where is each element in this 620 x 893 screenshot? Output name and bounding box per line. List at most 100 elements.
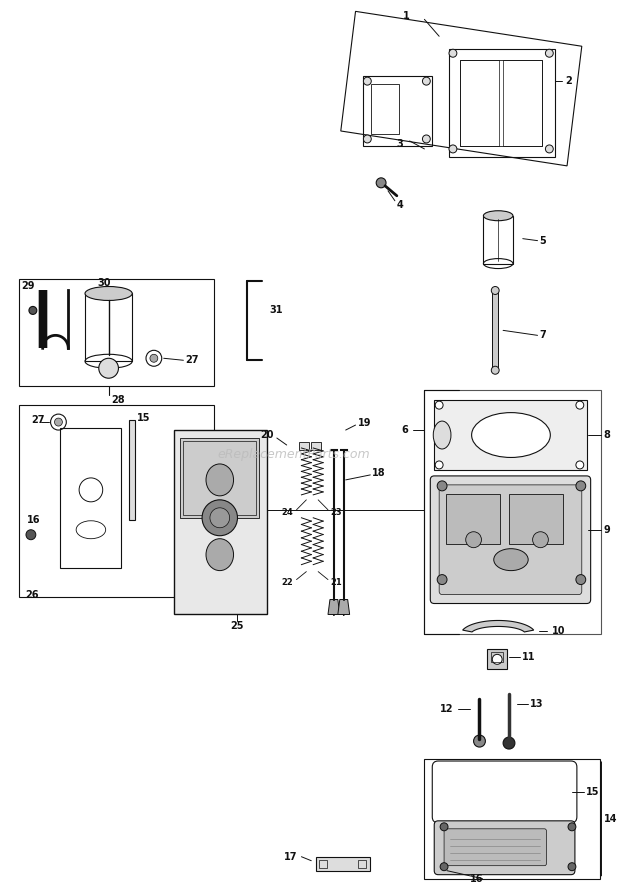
Circle shape xyxy=(26,530,36,539)
Text: 21: 21 xyxy=(330,578,342,587)
Bar xyxy=(425,759,600,879)
Text: 7: 7 xyxy=(539,330,546,340)
Bar xyxy=(130,420,135,520)
Ellipse shape xyxy=(206,464,234,496)
Ellipse shape xyxy=(484,211,513,221)
Text: 5: 5 xyxy=(539,236,546,246)
Circle shape xyxy=(440,822,448,830)
Circle shape xyxy=(576,461,584,469)
Text: 17: 17 xyxy=(284,852,298,862)
FancyArrowPatch shape xyxy=(332,602,336,615)
Bar xyxy=(503,60,542,146)
Polygon shape xyxy=(463,621,534,632)
Bar xyxy=(363,76,432,146)
Text: 14: 14 xyxy=(603,814,617,824)
Circle shape xyxy=(533,531,548,547)
Circle shape xyxy=(576,574,586,585)
Bar xyxy=(371,84,399,134)
Circle shape xyxy=(202,500,237,536)
Circle shape xyxy=(363,77,371,85)
Bar xyxy=(19,405,214,597)
Polygon shape xyxy=(328,599,340,614)
Text: 10: 10 xyxy=(552,626,566,637)
Circle shape xyxy=(440,863,448,871)
Text: 13: 13 xyxy=(529,699,543,709)
Text: eReplacementParts.com: eReplacementParts.com xyxy=(218,448,370,462)
Circle shape xyxy=(492,655,502,664)
Text: 15: 15 xyxy=(586,787,600,797)
Circle shape xyxy=(466,531,482,547)
Circle shape xyxy=(568,822,576,830)
Bar xyxy=(460,60,499,146)
Circle shape xyxy=(568,863,576,871)
Polygon shape xyxy=(338,599,350,614)
Ellipse shape xyxy=(206,538,234,571)
Bar xyxy=(19,279,214,386)
Circle shape xyxy=(503,737,515,749)
Bar xyxy=(299,442,309,450)
Bar xyxy=(316,856,370,871)
Circle shape xyxy=(376,178,386,188)
Text: 27: 27 xyxy=(185,355,199,365)
Circle shape xyxy=(363,135,371,143)
Bar xyxy=(449,49,556,157)
Bar xyxy=(446,494,500,544)
Text: 28: 28 xyxy=(112,395,125,405)
Bar xyxy=(311,442,321,450)
Circle shape xyxy=(449,145,457,153)
Text: 26: 26 xyxy=(25,589,38,599)
FancyBboxPatch shape xyxy=(439,485,582,595)
Text: 23: 23 xyxy=(330,508,342,517)
FancyArrowPatch shape xyxy=(342,602,346,615)
Text: 2: 2 xyxy=(565,76,572,86)
Circle shape xyxy=(491,366,499,374)
Text: 6: 6 xyxy=(401,425,408,435)
Circle shape xyxy=(435,401,443,409)
Bar xyxy=(460,60,542,146)
Circle shape xyxy=(29,306,37,314)
Text: 16: 16 xyxy=(470,873,483,884)
Bar xyxy=(60,428,122,568)
Bar xyxy=(149,420,375,614)
Text: 18: 18 xyxy=(372,468,386,478)
Bar xyxy=(492,290,498,371)
Bar xyxy=(180,438,259,518)
Ellipse shape xyxy=(85,287,132,300)
Text: 4: 4 xyxy=(397,200,404,210)
Circle shape xyxy=(576,481,586,491)
Bar xyxy=(509,494,563,544)
Ellipse shape xyxy=(433,421,451,449)
FancyBboxPatch shape xyxy=(434,821,575,874)
Text: 25: 25 xyxy=(231,622,244,631)
Circle shape xyxy=(437,574,447,585)
Circle shape xyxy=(474,735,485,747)
Bar xyxy=(85,294,132,362)
Bar xyxy=(319,860,327,868)
Text: 22: 22 xyxy=(282,578,293,587)
Ellipse shape xyxy=(472,413,551,457)
Text: 24: 24 xyxy=(282,508,293,517)
Bar xyxy=(425,390,601,634)
Circle shape xyxy=(576,401,584,409)
Circle shape xyxy=(99,358,118,379)
Bar xyxy=(487,649,507,670)
Bar xyxy=(491,653,503,663)
Bar xyxy=(434,400,587,470)
Circle shape xyxy=(422,135,430,143)
Text: 8: 8 xyxy=(603,430,610,440)
Circle shape xyxy=(449,49,457,57)
Text: 9: 9 xyxy=(603,525,610,535)
Bar xyxy=(184,441,256,514)
Text: 29: 29 xyxy=(21,280,35,290)
Bar xyxy=(358,860,366,868)
Bar xyxy=(174,430,267,614)
FancyBboxPatch shape xyxy=(444,829,546,865)
Circle shape xyxy=(437,481,447,491)
Text: 15: 15 xyxy=(137,413,151,423)
Text: 3: 3 xyxy=(396,139,403,149)
Text: 11: 11 xyxy=(522,653,535,663)
Circle shape xyxy=(546,49,553,57)
Circle shape xyxy=(422,77,430,85)
Text: 30: 30 xyxy=(98,278,112,288)
Circle shape xyxy=(435,461,443,469)
